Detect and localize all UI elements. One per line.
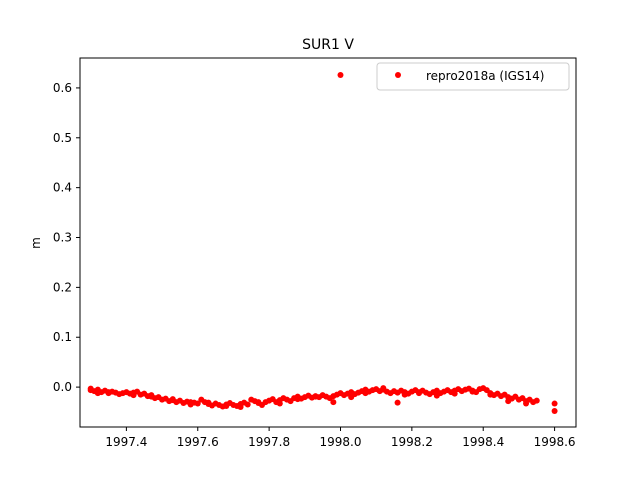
data-point	[205, 399, 212, 406]
data-point	[551, 408, 558, 415]
data-point	[505, 398, 512, 405]
data-point	[337, 71, 344, 78]
data-point	[294, 396, 301, 403]
data-point	[187, 399, 194, 406]
data-point	[523, 400, 530, 407]
x-tick-label: 1997.8	[248, 435, 290, 449]
y-tick-label: 0.3	[53, 231, 72, 245]
data-point	[469, 388, 476, 395]
data-point	[487, 391, 494, 398]
data-point	[451, 390, 458, 397]
data-point	[401, 391, 408, 398]
data-point	[223, 403, 230, 410]
legend-label: repro2018a (IGS14)	[426, 69, 544, 83]
plot-area-frame	[79, 57, 577, 428]
x-tick-label: 1997.4	[105, 435, 147, 449]
data-point	[237, 404, 244, 411]
chart-title: SUR1 V	[302, 37, 354, 53]
data-point	[194, 400, 201, 407]
data-point	[276, 400, 283, 407]
y-tick-label: 0.2	[53, 280, 72, 294]
x-tick-label: 1998.4	[462, 435, 504, 449]
data-point	[415, 390, 422, 397]
y-tick-label: 0.4	[53, 181, 72, 195]
legend-marker	[395, 72, 401, 78]
y-tick-label: 0.0	[53, 380, 72, 394]
x-axis: 1997.4 1997.6 1997.8 1998.0 1998.2 1998.4 1998…	[105, 427, 576, 449]
data-point	[348, 394, 355, 401]
data-point	[551, 400, 558, 407]
data-point	[169, 396, 176, 403]
data-point	[330, 399, 337, 406]
y-axis: 0.0 0.1 0.2 0.3 0.4 0.5 0.6	[53, 81, 80, 394]
data-point	[394, 399, 401, 406]
legend: repro2018a (IGS14)	[376, 62, 570, 91]
x-tick-label: 1998.2	[391, 435, 433, 449]
data-point	[362, 386, 369, 393]
y-tick-label: 0.6	[53, 81, 72, 95]
data-point	[130, 392, 137, 399]
data-point	[433, 392, 440, 399]
data-point	[380, 385, 387, 392]
data-point	[312, 393, 319, 400]
y-tick-label: 0.1	[53, 330, 72, 344]
data-point	[148, 393, 155, 400]
x-tick-label: 1997.6	[177, 435, 219, 449]
data-point	[255, 399, 262, 406]
x-tick-label: 1998.6	[534, 435, 576, 449]
legend-box	[376, 62, 570, 91]
x-tick-label: 1998.0	[319, 435, 361, 449]
data-point	[105, 389, 112, 396]
data-point	[533, 397, 540, 404]
data-point	[94, 390, 101, 397]
y-axis-label: m	[29, 237, 43, 249]
data-point	[244, 401, 251, 408]
data-point	[87, 387, 94, 394]
data-points	[87, 71, 558, 415]
y-tick-label: 0.5	[53, 131, 72, 145]
